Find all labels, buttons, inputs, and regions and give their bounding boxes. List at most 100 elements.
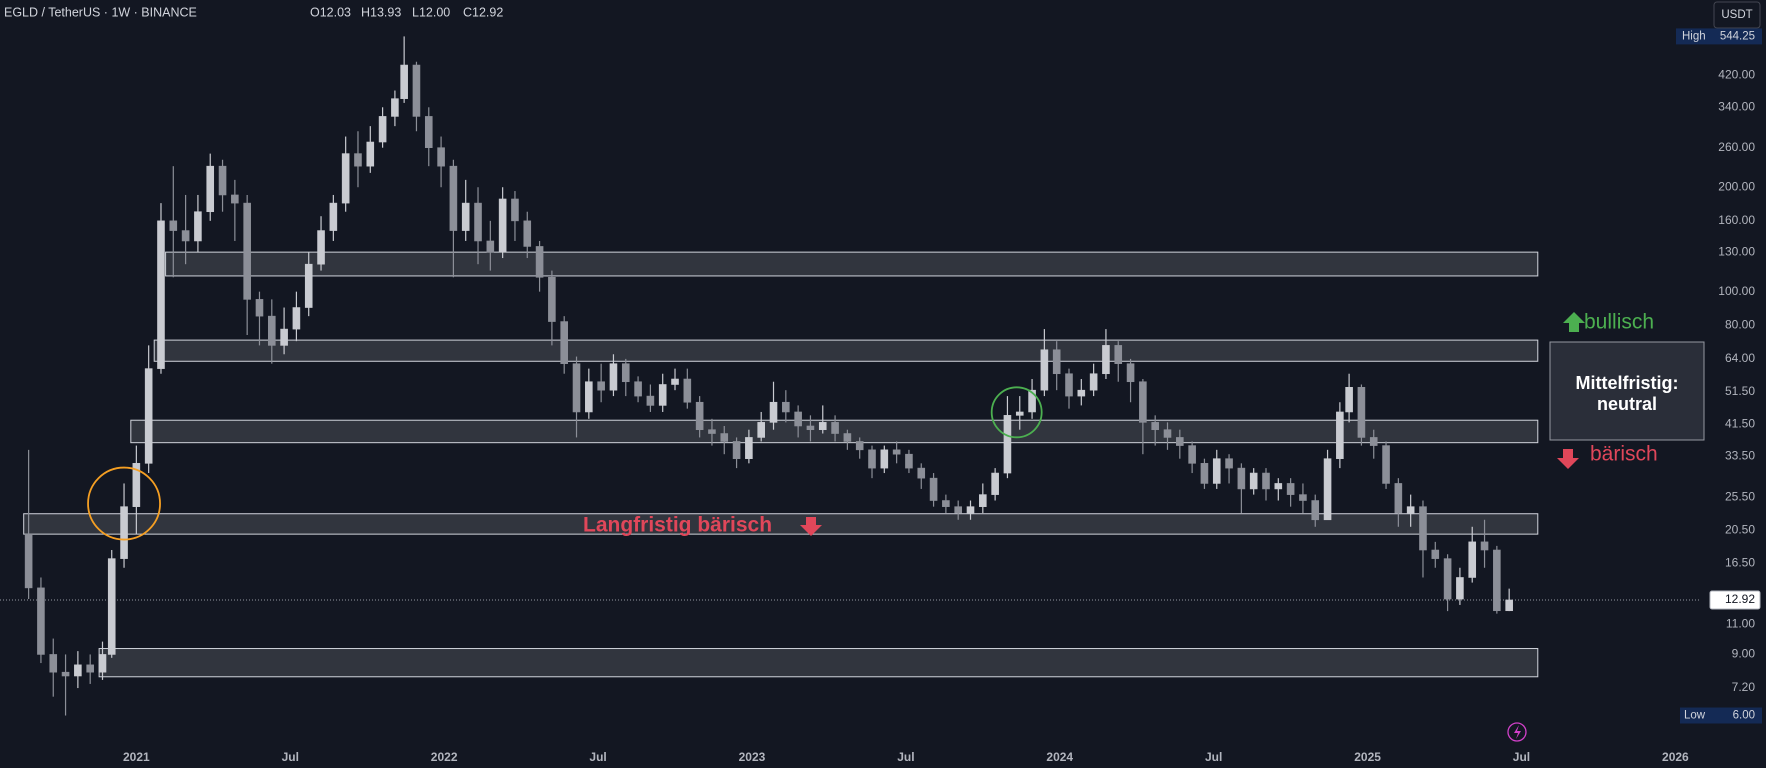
candle-body — [1394, 483, 1403, 514]
candle-body — [1286, 483, 1295, 495]
candle-body — [24, 533, 33, 589]
y-tick-label: 16.50 — [1725, 555, 1755, 569]
y-tick-label: 160.00 — [1718, 213, 1755, 227]
candle-body — [560, 321, 569, 364]
y-tick-label: 33.50 — [1725, 449, 1755, 463]
candle-body — [231, 194, 239, 204]
candle-body — [1480, 541, 1489, 551]
candle-body — [683, 378, 692, 403]
alert-icon-bolt[interactable] — [1514, 725, 1521, 739]
high-marker-bg — [1676, 28, 1762, 45]
candle-body — [794, 411, 802, 427]
candle-body — [708, 429, 716, 434]
candle-body — [1505, 599, 1513, 612]
candle-body — [1274, 483, 1283, 490]
candle-body — [1052, 349, 1061, 375]
plot-area — [0, 36, 1700, 716]
candle-body — [1163, 429, 1172, 438]
candle-body — [98, 654, 107, 673]
candle-body — [1089, 373, 1098, 391]
ohlc-label: O12.03 — [310, 5, 351, 19]
x-tick-label: Jul — [282, 750, 299, 764]
candle-body — [120, 506, 128, 559]
y-tick-label: 340.00 — [1718, 99, 1755, 113]
ohlc-label: L12.00 — [412, 5, 450, 19]
candle-body — [1323, 458, 1332, 521]
candle-body — [1151, 422, 1159, 431]
candle-body — [991, 472, 999, 495]
candle-body — [1040, 349, 1049, 391]
candle-body — [806, 425, 815, 431]
candle-body — [255, 299, 264, 317]
candle-body — [880, 449, 889, 469]
candle-body — [1139, 381, 1147, 423]
down-arrow — [800, 517, 822, 536]
candle-body — [1336, 411, 1344, 459]
candle-body — [745, 437, 753, 459]
candle-body — [424, 116, 433, 149]
bearish-label: bärisch — [1590, 443, 1658, 466]
candle-body — [1456, 577, 1464, 600]
candle-body — [732, 441, 741, 459]
x-tick-label: Jul — [1513, 750, 1530, 764]
chart-title: EGLD / TetherUS · 1W · BINANCE — [4, 5, 197, 19]
candle-body — [267, 315, 276, 346]
candle-body — [868, 449, 876, 469]
x-tick-label: 2022 — [431, 750, 458, 764]
x-tick-label: Jul — [897, 750, 914, 764]
low-marker-bg — [1680, 707, 1762, 724]
candle-body — [1077, 389, 1086, 397]
candle-body — [243, 202, 251, 300]
candle-body — [511, 198, 519, 222]
y-tick-label: 420.00 — [1718, 68, 1755, 82]
y-tick-label: 51.50 — [1725, 384, 1755, 398]
candle-body — [646, 395, 655, 406]
candle-body — [1225, 458, 1233, 469]
candle-body — [292, 307, 301, 330]
y-tick-label: 130.00 — [1718, 244, 1755, 258]
candle-body — [1237, 467, 1246, 490]
candle-body — [954, 506, 962, 514]
low-marker-text: Low — [1684, 710, 1706, 722]
y-tick-label: 11.00 — [1726, 616, 1755, 630]
candle-body — [1369, 437, 1378, 446]
highlight-circle — [990, 386, 1043, 439]
candle-body — [929, 477, 938, 501]
candle-body — [979, 494, 987, 507]
x-tick-label: Jul — [1205, 750, 1222, 764]
candle-body — [892, 449, 901, 455]
bullish-label: bullisch — [1584, 311, 1654, 334]
candle-body — [1065, 373, 1073, 397]
currency-button[interactable] — [1713, 1, 1761, 29]
candle-body — [942, 500, 950, 507]
price-label: 12.92 — [1725, 592, 1755, 606]
y-tick-label: 41.50 — [1725, 416, 1755, 430]
candle-body — [206, 165, 215, 213]
candle-body — [1212, 458, 1221, 484]
candle-body — [461, 202, 470, 231]
currency-label[interactable]: USDT — [1721, 9, 1752, 21]
y-tick-label: 9.00 — [1732, 647, 1756, 661]
candle-body — [378, 116, 387, 143]
candle-body — [1003, 415, 1012, 474]
low-marker-value: 6.00 — [1733, 710, 1755, 722]
price-label-bg — [1709, 590, 1761, 610]
candle-body — [831, 422, 839, 434]
candle-body — [1431, 549, 1440, 559]
candle-body — [782, 401, 790, 413]
y-tick-label: 100.00 — [1718, 284, 1755, 298]
candle-body — [498, 198, 507, 253]
high-marker-text: High — [1682, 30, 1706, 42]
zone — [23, 513, 1539, 535]
ohlc-label: H13.93 — [361, 5, 401, 19]
candle-body — [548, 276, 556, 322]
candle-body — [621, 363, 630, 383]
candle-body — [843, 433, 852, 442]
alert-icon[interactable] — [1507, 722, 1527, 742]
candle-body — [354, 153, 362, 167]
candle-body — [1345, 387, 1353, 413]
ohlc-info: O12.03 H13.93 L12.00 C12.92 — [310, 5, 503, 19]
candle-body — [49, 654, 58, 673]
candle-body — [391, 98, 399, 117]
